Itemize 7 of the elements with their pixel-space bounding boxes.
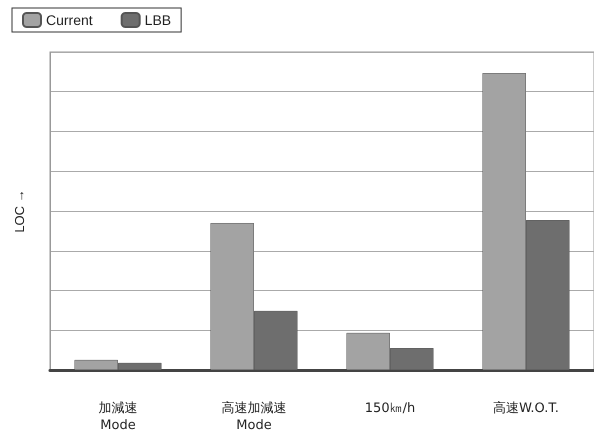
x-tick-label: 高速W.O.T. — [493, 400, 559, 416]
x-tick-label: 150㎞/h — [364, 401, 416, 416]
x-tick-label: 加減速 Mode — [98, 401, 138, 433]
legend-label: LBB — [144, 12, 172, 28]
legend-label: Current — [46, 12, 93, 28]
y-axis-title: LOC → — [12, 189, 27, 233]
x-tick-label: 高速加減速 Mode — [222, 400, 286, 433]
